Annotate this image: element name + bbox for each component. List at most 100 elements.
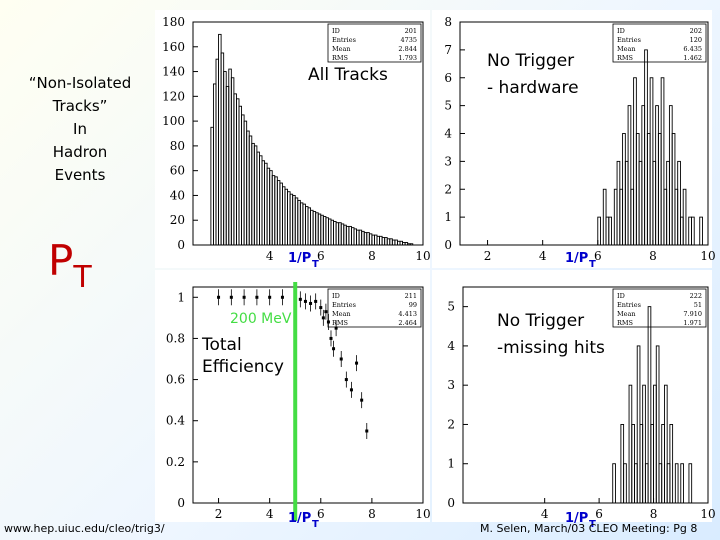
stats-value: 1.971 [683, 319, 702, 327]
stats-value: 4.413 [398, 310, 417, 318]
y-tick-label: 2 [447, 417, 455, 431]
stats-box [612, 288, 707, 328]
side-title-line: In [73, 120, 87, 138]
x-axis-label: 1/P [288, 511, 311, 526]
credit-footer: M. Selen, March/03 CLEO Meeting: Pg 8 [480, 522, 698, 535]
x-tick-label: 4 [266, 249, 274, 263]
y-tick-label: 8 [444, 15, 452, 29]
y-tick-label: 0 [444, 238, 452, 252]
stats-value: 2.464 [398, 319, 417, 327]
stats-key: RMS [617, 54, 633, 62]
x-axis-label: 1/P [565, 251, 588, 266]
stats-key: ID [332, 292, 340, 300]
source-url: www.hep.uiuc.edu/cleo/trig3/ [4, 522, 165, 535]
stats-key: Mean [617, 310, 636, 318]
histogram-bin [608, 216, 613, 246]
data-point [334, 326, 338, 330]
x-tick-label: 4 [539, 249, 547, 263]
x-tick-label: 4 [541, 507, 549, 521]
histogram-bin [677, 160, 681, 246]
y-tick-label: 0 [177, 238, 185, 252]
y-tick-label: 0 [177, 496, 185, 510]
x-tick-label: 10 [700, 249, 715, 263]
x-tick-label: 10 [415, 249, 430, 263]
x-axis-label-sub: T [312, 259, 319, 270]
y-tick-label: 0.6 [166, 373, 185, 387]
data-point [349, 388, 353, 392]
stats-value: 201 [405, 27, 417, 35]
stats-key: Mean [617, 45, 636, 53]
x-tick-label: 6 [317, 249, 325, 263]
x-tick-label: 4 [266, 507, 274, 521]
data-point [309, 301, 313, 305]
y-tick-label: 2 [444, 182, 452, 196]
y-tick-label: 4 [444, 127, 452, 141]
y-tick-label: 80 [170, 139, 185, 153]
stats-box [612, 23, 707, 63]
side-title-line: “Non-Isolated [28, 74, 132, 92]
x-axis-label-sub: T [589, 259, 596, 270]
y-tick-label: 0 [447, 496, 455, 510]
histogram-bin [612, 463, 616, 504]
stats-key: Entries [617, 36, 641, 44]
x-tick-label: 6 [594, 249, 602, 263]
y-tick-label: 0.4 [166, 414, 185, 428]
y-tick-label: 120 [162, 89, 185, 103]
histogram-bin [669, 424, 674, 504]
x-axis-label: 1/P [565, 511, 588, 526]
data-point [303, 299, 307, 303]
histogram-bin [688, 463, 693, 504]
stats-value: 222 [690, 292, 702, 300]
annotation-label: All Tracks [308, 65, 388, 85]
data-point [217, 295, 221, 299]
x-tick-label: 10 [415, 507, 430, 521]
y-tick-label: 20 [170, 213, 185, 227]
x-tick-label: 6 [317, 507, 325, 521]
stats-value: 1.462 [683, 54, 702, 62]
annotation-label: - hardware [487, 78, 579, 98]
x-tick-label: 8 [650, 507, 658, 521]
data-point [339, 357, 343, 361]
x-tick-label: 2 [484, 249, 492, 263]
y-tick-label: 1 [447, 457, 455, 471]
histogram-bin [691, 216, 695, 246]
data-point [329, 336, 333, 340]
histogram-bin [655, 345, 660, 504]
y-tick-label: 3 [447, 378, 455, 392]
data-point [319, 306, 323, 310]
side-title-line: Events [54, 166, 106, 184]
stats-value: 2.844 [398, 45, 417, 53]
y-tick-label: 180 [162, 15, 185, 29]
chart-panel-2: 0 1 2 3 4 5 6 7 8 2 4 6 8 10 ID 202 Entries 120 Mean 6.435 R… [432, 10, 716, 270]
x-tick-label: 8 [368, 249, 376, 263]
histogram-bin [642, 384, 646, 504]
stats-key: ID [617, 292, 625, 300]
data-point [324, 310, 328, 314]
stats-key: RMS [332, 319, 348, 327]
y-tick-label: 140 [162, 65, 185, 79]
y-tick-label: 4 [447, 339, 455, 353]
stats-value: 4735 [400, 36, 417, 44]
histogram-bin [682, 188, 687, 246]
y-tick-label: 5 [444, 99, 452, 113]
x-axis-label: 1/P [288, 251, 311, 266]
stats-key: RMS [332, 54, 348, 62]
stats-key: Entries [617, 301, 641, 309]
side-title: “Non-Isolated Tracks” In Hadron Events [0, 72, 160, 187]
stats-value: 211 [405, 292, 417, 300]
plot-frame [192, 286, 424, 504]
x-axis-label-sub: T [589, 519, 596, 530]
stats-key: ID [332, 27, 340, 35]
x-tick-label: 8 [649, 249, 657, 263]
histogram-bin [627, 105, 632, 246]
data-point [242, 295, 246, 299]
threshold-label: 200 MeV [230, 311, 292, 327]
y-tick-label: 60 [170, 164, 185, 178]
pt-label-main: P [48, 236, 74, 285]
histogram-bin [699, 216, 703, 246]
stats-value: 120 [690, 36, 702, 44]
data-point [360, 398, 364, 402]
x-tick-label: 8 [368, 507, 376, 521]
chart-panel-1: 0 20 40 60 80 100 120 140 160 180 4 6 8 10 ID 201 Entrie… [155, 10, 431, 270]
stats-key: RMS [617, 319, 633, 327]
